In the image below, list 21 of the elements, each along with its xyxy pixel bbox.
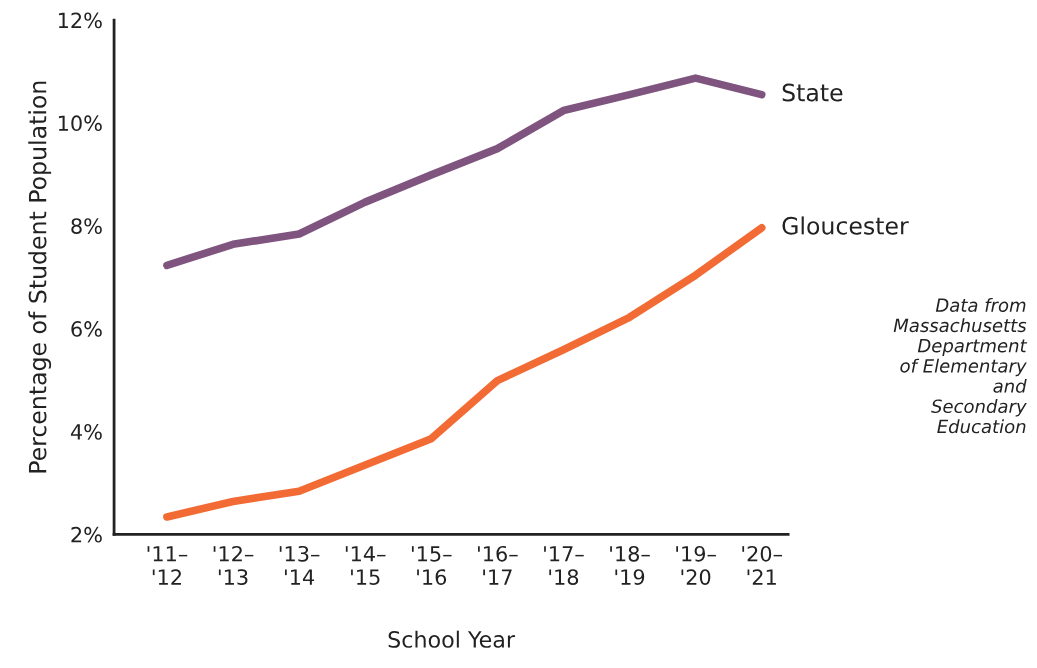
text: Data from Massachusetts Department of Elementary and Secondary Education	[893, 298, 1028, 434]
x-axis-title: School Year	[388, 630, 516, 648]
y-tick-label: 6%	[71, 321, 102, 337]
x-tick-label: '14– '15	[345, 546, 386, 585]
x-tick-label: '12– '13	[213, 545, 254, 585]
y-axis-title: Percentage of Student Population	[28, 81, 52, 473]
series-label: Gloucester	[782, 216, 909, 235]
y-tick-label: 12%	[58, 12, 102, 29]
y-tick-label: 8%	[71, 218, 102, 234]
y-tick-label: 2%	[71, 526, 102, 543]
x-tick-label: '16– '17	[478, 545, 518, 585]
x-tick-label: '17– '18	[544, 546, 584, 585]
series-label: State	[782, 83, 843, 102]
y-tick-label: 10%	[58, 115, 102, 132]
x-tick-label: '11– '12	[147, 546, 188, 585]
x-tick-label: '18– '19	[610, 545, 650, 585]
x-tick-label: '20– '21	[742, 545, 782, 585]
y-tick-label: 4%	[70, 423, 102, 440]
x-tick-label: '19– '20	[676, 545, 716, 585]
x-tick-label: '13– '14	[279, 545, 320, 585]
x-tick-label: '15– '16	[411, 546, 452, 585]
